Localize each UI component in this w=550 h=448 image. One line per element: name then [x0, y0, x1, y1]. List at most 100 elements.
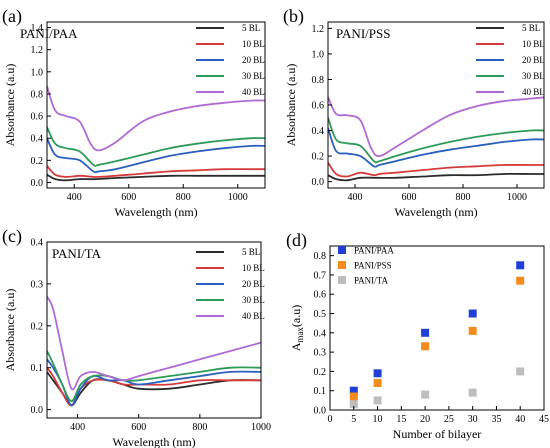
legend-label-b-10-bl: 10 BL	[522, 39, 545, 49]
point-d-pani-ta-3	[468, 388, 477, 397]
series-group-c	[47, 296, 261, 407]
legend-d: PANI/PAA PANI/PSS PANI/TA	[338, 246, 394, 286]
legend-swatch-d-pani-paa	[338, 246, 346, 254]
ytick-label-c-2: 0.2	[31, 321, 44, 332]
ytick-label-a-7: 1.4	[31, 23, 44, 34]
series-line-b-40-bl	[328, 96, 544, 158]
plot-frame-b	[327, 21, 545, 189]
panel-label-b: (b)	[283, 6, 304, 27]
ytick-label-b-4: 0.8	[312, 75, 325, 86]
xtick-label-c-2: 800	[192, 422, 207, 433]
point-d-pani-paa-0	[349, 386, 358, 395]
xtick-label-d-4: 20	[420, 414, 430, 425]
xtick-label-d-7: 35	[491, 414, 501, 425]
panel-title-a: PANI/PAA	[20, 26, 78, 41]
xtick-label-d-0: 0	[328, 414, 333, 425]
point-d-pani-pss-2	[421, 342, 430, 351]
legend-label-b-40-bl: 40 BL	[522, 87, 545, 97]
series-line-a-5-bl	[47, 173, 265, 182]
ytick-label-a-0: 0.0	[31, 178, 44, 189]
plot-frame-c	[46, 241, 262, 419]
ytick-label-c-4: 0.4	[31, 238, 44, 249]
xaxis-label-c: Wavelength (nm)	[112, 435, 195, 448]
point-d-pani-paa-4	[516, 261, 525, 270]
panel-title-c: PANI/TA	[52, 246, 102, 261]
legend-label-b-20-bl: 20 BL	[522, 55, 545, 65]
legend-label-a-20-bl: 20 BL	[242, 55, 265, 65]
xtick-label-c-1: 600	[131, 422, 146, 433]
point-d-pani-ta-2	[421, 390, 430, 399]
legend-swatch-d-pani-ta	[338, 276, 346, 284]
ytick-label-d-8: 0.8	[314, 251, 327, 262]
series-line-b-10-bl	[328, 161, 544, 178]
legend-label-c-10-bl: 10 BL	[242, 263, 265, 273]
xtick-label-a-2: 800	[176, 192, 191, 203]
ytick-label-c-1: 0.1	[31, 363, 44, 374]
legend-label-d-pani-paa: PANI/PAA	[354, 246, 394, 256]
legend-label-b-5-bl: 5 BL	[522, 23, 540, 33]
legend-swatch-d-pani-pss	[338, 261, 346, 269]
point-d-pani-pss-1	[373, 379, 382, 387]
point-d-pani-paa-2	[421, 328, 430, 337]
ytick-label-a-6: 1.2	[31, 45, 44, 56]
ytick-label-b-2: 0.4	[312, 126, 325, 137]
legend-label-c-40-bl: 40 BL	[242, 311, 265, 321]
series-line-b-30-bl	[328, 117, 544, 164]
panel-b: (b) 400 600 800 1000 0.0 0.2 0.4 0.6 0.8 1.0 1.2 Wav…	[283, 6, 545, 219]
xaxis-label-d: Number of bilayer	[393, 427, 482, 441]
series-line-b-5-bl	[328, 172, 544, 182]
ytick-label-b-1: 0.2	[312, 152, 325, 163]
xtick-label-b-1: 600	[402, 192, 417, 203]
legend-label-c-30-bl: 30 BL	[242, 295, 265, 305]
ytick-label-d-2: 0.2	[314, 367, 327, 378]
legend-label-a-30-bl: 30 BL	[242, 71, 265, 81]
point-d-pani-pss-3	[468, 326, 477, 335]
xtick-label-c-0: 400	[70, 422, 85, 433]
plot-frame-a	[46, 21, 266, 189]
series-line-a-20-bl	[47, 137, 265, 174]
xaxis-label-a: Wavelength (nm)	[114, 205, 197, 219]
point-d-pani-paa-3	[468, 309, 477, 318]
series-line-b-20-bl	[328, 127, 544, 168]
series-group-a	[47, 85, 265, 182]
point-d-pani-ta-1	[373, 396, 382, 405]
ytick-label-c-3: 0.3	[31, 279, 44, 290]
legend-c: 5 BL 10 BL 20 BL 30 BL 40 BL	[196, 247, 265, 321]
series-line-c-40-bl	[47, 296, 261, 391]
legend-label-b-30-bl: 30 BL	[522, 71, 545, 81]
legend-label-a-40-bl: 40 BL	[242, 87, 265, 97]
xtick-label-d-6: 30	[468, 414, 478, 425]
series-line-a-30-bl	[47, 126, 265, 167]
xtick-label-a-0: 400	[67, 192, 82, 203]
xtick-label-c-3: 1000	[251, 422, 271, 433]
yaxis-label-main: A	[289, 342, 303, 351]
ytick-label-a-4: 0.8	[31, 89, 44, 100]
xtick-label-d-1: 5	[351, 414, 356, 425]
legend-label-a-10-bl: 10 BL	[242, 39, 265, 49]
ytick-label-c-0: 0.0	[31, 405, 44, 416]
yaxis-label-b: Absorbance (a.u)	[284, 64, 298, 147]
xtick-label-b-2: 800	[456, 192, 471, 203]
ytick-label-d-1: 0.1	[314, 386, 327, 397]
yaxis-label-c: Absorbance (a.u)	[3, 289, 17, 372]
xtick-label-d-8: 40	[515, 414, 525, 425]
xaxis-label-b: Wavelength (nm)	[394, 205, 477, 219]
panel-a: (a) 400 600 800 1000 0.0 0.2 0.4 0.6 0.8 1.0 1.2 1.4…	[2, 6, 266, 219]
panel-d: (d) 0 5 10 15 20 25 30 35 40 45 0.0 0.1 0.2 0.3 0.4 0.5 0…	[286, 230, 549, 441]
point-d-pani-paa-1	[373, 369, 382, 378]
xtick-label-d-2: 10	[373, 414, 383, 425]
xtick-label-a-1: 600	[121, 192, 136, 203]
series-line-c-20-bl	[47, 358, 261, 407]
series-line-a-40-bl	[47, 85, 265, 152]
ytick-label-d-7: 0.7	[314, 270, 327, 281]
ytick-label-b-3: 0.6	[312, 101, 325, 112]
xtick-label-b-0: 400	[348, 192, 363, 203]
panel-label-c: (c)	[2, 226, 22, 247]
legend-label-d-pani-ta: PANI/TA	[354, 276, 388, 286]
ytick-label-d-4: 0.4	[314, 328, 327, 339]
legend-b: 5 BL 10 BL 20 BL 30 BL 40 BL	[476, 23, 545, 97]
ytick-label-b-6: 1.2	[312, 24, 325, 35]
legend-label-d-pani-pss: PANI/PSS	[354, 261, 392, 271]
ytick-label-a-3: 0.6	[31, 112, 44, 123]
